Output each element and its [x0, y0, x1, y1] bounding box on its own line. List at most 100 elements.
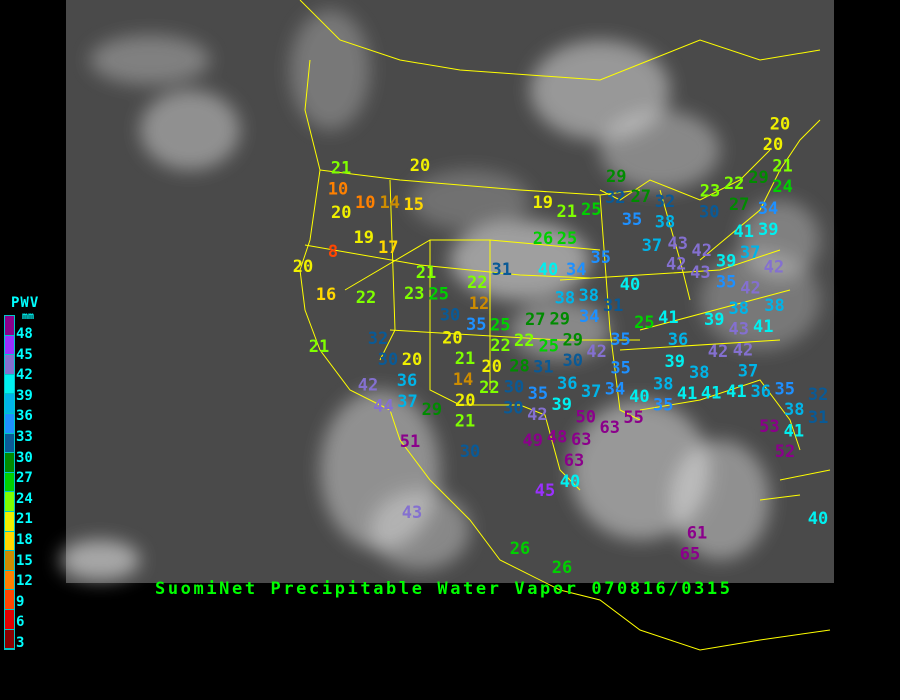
station-pwv-label: 41: [677, 384, 697, 404]
legend-tick-label: 48: [16, 326, 33, 342]
legend-swatch: [5, 629, 14, 650]
station-pwv-label: 14: [453, 370, 473, 390]
legend-tick-label: 3: [16, 635, 25, 651]
legend-tick-label: 39: [16, 387, 33, 404]
station-pwv-label: 34: [605, 380, 625, 400]
cloud: [600, 110, 720, 190]
station-pwv-label: 43: [667, 234, 687, 254]
station-pwv-label: 31: [533, 358, 553, 378]
station-pwv-label: 28: [509, 357, 529, 377]
station-pwv-label: 36: [557, 374, 577, 394]
legend-tick-label: 33: [16, 429, 33, 445]
station-pwv-label: 39: [704, 310, 724, 330]
station-pwv-label: 37: [738, 361, 758, 381]
cloud: [670, 440, 770, 560]
cloud: [90, 35, 210, 85]
station-pwv-label: 10: [355, 193, 375, 213]
station-pwv-label: 27: [630, 187, 650, 207]
station-pwv-label: 44: [373, 397, 393, 417]
station-pwv-label: 10: [328, 180, 348, 200]
station-pwv-label: 35: [610, 358, 630, 378]
cloud: [370, 490, 470, 570]
station-pwv-label: 40: [808, 509, 828, 529]
legend-tick-label: 6: [16, 614, 25, 631]
station-pwv-label: 43: [690, 263, 710, 283]
station-pwv-label: 27: [729, 195, 749, 215]
station-pwv-label: 32: [808, 385, 828, 405]
station-pwv-label: 21: [455, 411, 475, 431]
cloud: [510, 300, 610, 360]
station-pwv-label: 42: [740, 278, 760, 298]
station-pwv-label: 41: [734, 222, 754, 242]
cloud-cover: [60, 10, 820, 580]
border-line: [344, 239, 601, 291]
station-pwv-label: 20: [442, 329, 462, 349]
station-pwv-label: 40: [538, 260, 558, 280]
cloud: [140, 90, 240, 170]
legend-unit: mm: [22, 311, 35, 322]
station-pwv-label: 42: [586, 342, 606, 362]
station-pwv-label: 16: [316, 285, 336, 305]
legend-swatch: [5, 551, 14, 571]
border-line: [389, 329, 640, 341]
legend-swatch: [5, 511, 14, 532]
station-pwv-label: 45: [535, 481, 555, 501]
station-pwv-label: 26: [533, 229, 553, 249]
station-pwv-label: 30: [562, 351, 582, 371]
station-pwv-label: 42: [764, 258, 784, 278]
legend-swatch: [5, 374, 14, 395]
station-pwv-label: 38: [555, 289, 575, 309]
station-pwv-label: 30: [460, 442, 480, 462]
legend-swatch: [5, 531, 14, 552]
station-pwv-label: 55: [623, 408, 643, 428]
station-pwv-label: 31: [491, 260, 511, 280]
station-pwv-label: 38: [689, 363, 709, 383]
station-pwv-label: 25: [490, 315, 510, 335]
legend-tick-label: 21: [16, 511, 33, 528]
border-line: [639, 289, 791, 331]
border-line: [699, 119, 821, 261]
color-scale: [4, 315, 15, 651]
station-pwv-label: 31: [808, 408, 828, 428]
station-pwv-label: 42: [666, 255, 686, 275]
station-pwv-label: 32: [368, 329, 388, 349]
station-pwv-label: 14: [379, 193, 399, 213]
station-pwv-label: 22: [356, 288, 376, 308]
station-pwv-label: 32: [605, 188, 625, 208]
station-pwv-label: 21: [557, 202, 577, 222]
station-pwv-label: 35: [653, 396, 673, 416]
station-pwv-label: 15: [403, 195, 423, 215]
legend-swatch: [5, 316, 14, 336]
station-pwv-label: 25: [581, 200, 601, 220]
border-line: [759, 494, 801, 501]
station-pwv-label: 30: [378, 350, 398, 370]
station-pwv-label: 32: [655, 192, 675, 212]
station-pwv-label: 34: [566, 260, 586, 280]
legend-tick-label: 30: [16, 449, 33, 466]
border-line: [659, 189, 691, 301]
station-pwv-label: 20: [293, 257, 313, 277]
station-pwv-label: 17: [378, 238, 398, 258]
legend-tick-label: 36: [16, 408, 33, 425]
station-pwv-label: 42: [708, 342, 728, 362]
station-pwv-label: 35: [590, 248, 610, 268]
station-pwv-label: 40: [629, 387, 649, 407]
station-pwv-label: 37: [397, 392, 417, 412]
station-pwv-label: 22: [490, 336, 510, 356]
station-pwv-label: 35: [466, 315, 486, 335]
border-line: [429, 240, 581, 491]
station-pwv-label: 20: [482, 357, 502, 377]
legend-tick-label: 45: [16, 346, 33, 363]
station-pwv-label: 36: [397, 371, 417, 391]
station-pwv-label: 38: [729, 299, 749, 319]
station-pwv-label: 41: [784, 421, 804, 441]
station-pwv-label: 42: [733, 341, 753, 361]
station-pwv-label: 36: [668, 330, 688, 350]
station-pwv-label: 41: [701, 384, 721, 404]
station-pwv-label: 22: [724, 174, 744, 194]
legend-swatch: [5, 492, 14, 512]
legend-swatch: [5, 335, 14, 356]
station-pwv-label: 40: [560, 472, 580, 492]
